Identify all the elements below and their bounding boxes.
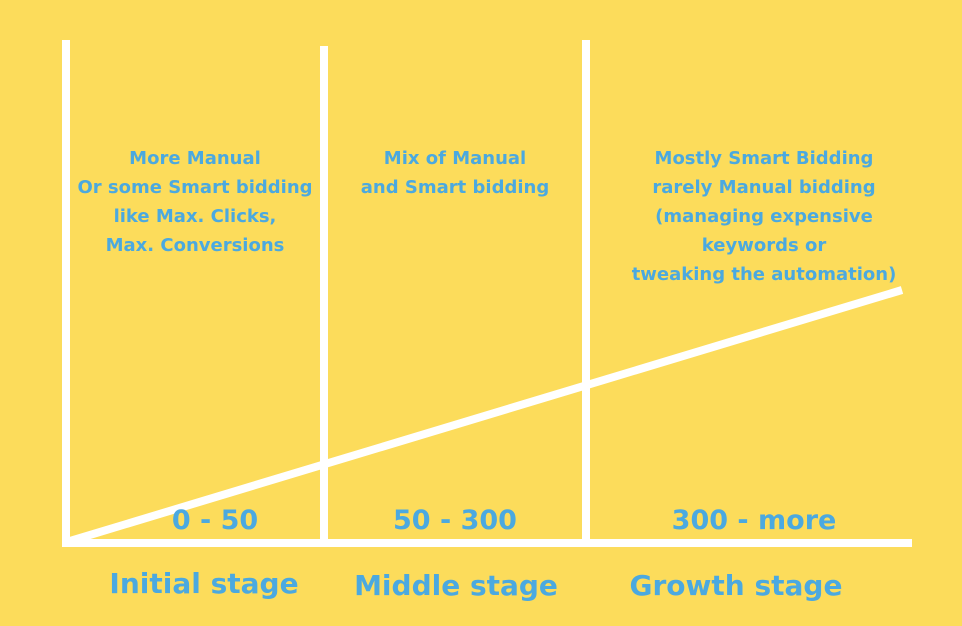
growth-trend-line [68, 286, 904, 545]
growth-stage-range: 300 - more [671, 505, 837, 536]
middle-stage-label: Middle stage [354, 569, 558, 602]
growth-stage-description: Mostly Smart Bidding rarely Manual biddi… [631, 148, 897, 285]
growth-stage-label: Growth stage [629, 569, 843, 602]
initial-stage-label: Initial stage [109, 567, 299, 600]
middle-stage-range: 50 - 300 [393, 505, 517, 536]
initial-stage-description: More Manual Or some Smart bidding like M… [77, 148, 313, 256]
middle-stage-description: Mix of Manual and Smart bidding [360, 148, 550, 198]
initial-stage-range: 0 - 50 [171, 505, 259, 536]
